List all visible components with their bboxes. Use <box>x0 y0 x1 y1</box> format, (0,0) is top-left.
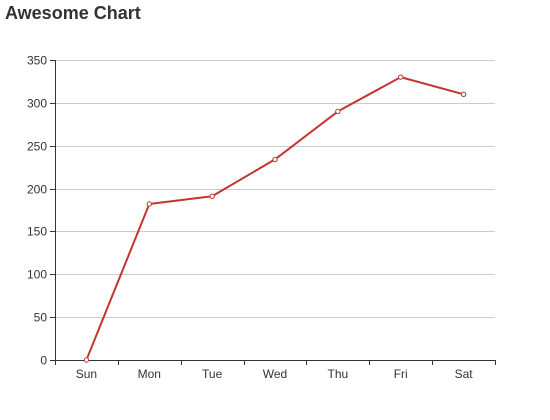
x-tick-label-sun: Sun <box>76 367 97 381</box>
y-tick-label: 300 <box>27 97 47 111</box>
x-tick-label-fri: Fri <box>394 367 408 381</box>
y-tick-label: 0 <box>40 354 47 368</box>
data-point-wed[interactable] <box>272 156 278 163</box>
y-tick-label: 50 <box>34 311 48 325</box>
series <box>83 74 467 363</box>
y-tick-label: 200 <box>27 183 47 197</box>
data-point-mon[interactable] <box>146 201 152 207</box>
gridlines <box>55 60 495 318</box>
data-point-fri[interactable] <box>398 74 404 80</box>
y-tick-label: 100 <box>27 268 47 282</box>
x-tick-label-thu: Thu <box>328 367 349 381</box>
x-tick-label-wed: Wed <box>263 367 287 381</box>
x-tick-labels: Sun Mon Tue Wed Thu Fri Sat <box>76 367 473 381</box>
data-point-tue[interactable] <box>209 193 215 199</box>
y-tick-label: 250 <box>27 140 47 154</box>
x-tick-label-mon: Mon <box>138 367 161 381</box>
y-tick-labels: 0 50 100 150 200 250 300 350 <box>27 54 47 368</box>
y-tick-label: 350 <box>27 54 47 68</box>
data-point-thu[interactable] <box>335 108 341 115</box>
chart-title: Awesome Chart <box>5 3 141 23</box>
data-point-sun[interactable] <box>83 357 90 363</box>
y-tick-label: 150 <box>27 225 47 239</box>
x-tick-label-sat: Sat <box>455 367 474 381</box>
data-point-sat[interactable] <box>460 91 467 97</box>
x-tick-label-tue: Tue <box>202 367 223 381</box>
axes <box>50 60 496 365</box>
